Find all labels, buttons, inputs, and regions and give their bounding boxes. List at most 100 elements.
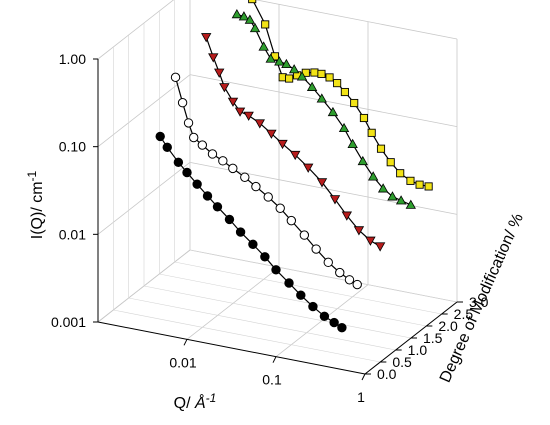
data-point: [218, 156, 228, 166]
data-point: [359, 113, 368, 123]
data-point: [173, 157, 184, 168]
y-tick-label: 1.00: [59, 51, 86, 67]
data-point: [367, 128, 376, 137]
x-tick-label: 0.1: [262, 372, 282, 388]
data-point: [224, 214, 235, 225]
data-point: [299, 230, 310, 240]
data-point: [258, 41, 269, 51]
data-point: [406, 176, 415, 185]
data-point: [352, 279, 362, 290]
data-point: [290, 150, 301, 161]
data-point: [285, 74, 294, 83]
y-tick-label: 0.10: [59, 139, 86, 155]
data-point: [177, 97, 188, 108]
data-point: [197, 140, 208, 150]
x-tick-label: 0.01: [169, 354, 196, 370]
data-point: [323, 257, 333, 268]
data-point: [248, 239, 258, 249]
data-point: [182, 167, 192, 178]
data-point: [396, 169, 405, 178]
y-tick-label: 0.01: [59, 226, 86, 242]
data-point: [235, 227, 246, 237]
data-point: [189, 132, 199, 143]
data-points: [155, 0, 433, 333]
data-point: [227, 97, 239, 107]
data-point: [340, 87, 349, 97]
grid-line-z-floor: [189, 249, 458, 303]
data-point: [367, 171, 379, 181]
data-point: [240, 172, 250, 182]
data-point: [248, 0, 257, 4]
data-point: [353, 226, 365, 236]
x-tick-mark: [272, 356, 277, 363]
data-point: [347, 138, 358, 148]
data-point: [377, 183, 389, 193]
data-point: [266, 129, 277, 139]
x-tick-mark: [361, 373, 366, 381]
grid-line-z-floor: [159, 273, 427, 327]
data-point: [192, 179, 202, 189]
data-point: [376, 144, 386, 153]
data-point: [395, 195, 407, 205]
data-point: [155, 131, 165, 142]
data-point: [234, 107, 246, 117]
data-point: [286, 215, 297, 226]
data-point: [335, 267, 345, 278]
z-axis-label: Degree of Modification/ %: [437, 211, 527, 385]
data-point: [338, 122, 350, 133]
grid-line-z-floor: [174, 261, 442, 315]
z-tick-label: 2.0: [438, 318, 458, 334]
data-point: [337, 322, 347, 333]
data-point: [329, 317, 339, 328]
grid-line-z-floor: [143, 285, 412, 339]
data-point: [327, 106, 339, 117]
data-point: [238, 11, 250, 21]
data-point: [170, 72, 181, 83]
data-point: [296, 290, 306, 300]
data-point: [386, 158, 395, 167]
data-point: [202, 191, 213, 201]
data-point: [341, 211, 352, 221]
data-point: [329, 195, 341, 205]
data-point: [288, 64, 300, 74]
x-tick-mark: [183, 339, 188, 346]
data-point: [271, 265, 281, 275]
data-point: [310, 68, 319, 77]
data-point: [208, 53, 219, 63]
grid-line-z-floor: [113, 309, 381, 363]
data-point: [350, 98, 359, 108]
y-axis-label: I(Q)/ cm-1: [25, 170, 46, 239]
data-point: [344, 275, 355, 285]
data-point: [261, 20, 270, 29]
data-point: [387, 191, 398, 201]
x-axis-label: Q/ Å-1: [174, 391, 217, 412]
data-point: [316, 178, 328, 188]
data-point: [275, 203, 285, 213]
data-point: [319, 311, 330, 321]
tick-labels: 0.001 0.01 0.10 1.00 0.01 0.1 1 0.00.51.01.52.0…: [51, 51, 489, 405]
data-point: [415, 180, 424, 189]
z-tick-label: 0.5: [392, 354, 412, 370]
data-point: [308, 301, 318, 312]
grid-line-z-floor: [128, 297, 396, 351]
data-point: [357, 155, 368, 166]
data-point: [296, 71, 308, 81]
data-point: [325, 73, 334, 82]
data-point: [254, 119, 265, 129]
data-point: [317, 69, 326, 78]
data-point: [311, 244, 321, 254]
grid-line-xy-back: [254, 0, 458, 40]
z-tick-label: 0.0: [377, 366, 397, 382]
data-point: [212, 202, 223, 212]
z-tick-label: 1.0: [408, 342, 428, 358]
data-point: [306, 81, 318, 91]
z-tick-label: 1.5: [423, 330, 443, 346]
z-tick-label: 2.5: [454, 306, 474, 322]
data-point: [333, 79, 342, 88]
data-point: [260, 252, 270, 262]
data-point: [265, 53, 276, 63]
data-point: [374, 242, 386, 252]
data-point: [243, 111, 254, 121]
data-point: [214, 68, 225, 78]
